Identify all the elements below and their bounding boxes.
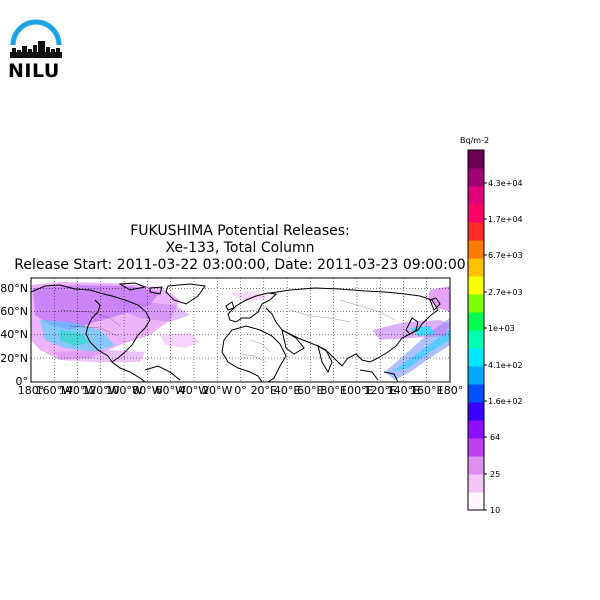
lon-label: 40°E [274,384,300,397]
lon-label: 80°W [132,384,162,397]
lat-label: 60°N [0,305,28,318]
colorbar-tick-label: 25 [490,470,500,479]
coastlines [31,282,441,382]
title-line-3: Release Start: 2011-03-22 03:00:00, Date… [14,257,466,273]
colorbar-swatch [468,240,484,259]
colorbar-tick-label: 1e+03 [488,324,515,333]
lon-label: 180° [18,384,45,397]
colorbar-unit: Bq/m-2 [460,136,489,145]
lat-label: 80°N [0,282,28,295]
lat-label: 0° [16,375,29,388]
colorbar-tick-label: 6.7e+03 [488,251,523,260]
graticule [31,278,450,382]
colorbar-tick-label: 4.3e+04 [488,179,523,188]
lon-label: 60°W [156,384,186,397]
lat-label: 20°N [0,352,28,365]
country-borders [59,299,396,363]
lat-label: 40°N [0,328,28,341]
lon-label: 0° [234,384,247,397]
lon-label: 20°E [251,384,277,397]
lon-label: 60°E [297,384,323,397]
colorbar-swatch [468,438,484,457]
colorbar-swatch [468,474,484,493]
colorbar-swatch [468,222,484,241]
colorbar-tick-label: 4.1e+02 [488,361,523,370]
colorbar-frame [467,149,485,511]
colorbar-tick-labels: 4.3e+04 1.7e+04 6.7e+03 2.7e+03 1e+03 4.… [488,179,523,515]
lon-label: 40°W [179,384,209,397]
latitude-labels: 80°N 60°N 40°N 20°N 0° [0,282,28,388]
colorbar-swatch [468,402,484,421]
nilu-logo [10,19,62,58]
colorbar-tick-label: 1.6e+02 [488,397,523,406]
longitude-labels: 180° 160°W 140°W 120°W 100°W 80°W 60°W 4… [18,384,464,397]
lon-label: 80°E [320,384,346,397]
colorbar-swatch [468,312,484,331]
colorbar-swatch [468,384,484,403]
colorbar-swatch [468,366,484,385]
colorbar-tick-label: 1.7e+04 [488,215,523,224]
colorbar-tick-label: 64 [490,433,500,442]
lon-label: 20°W [202,384,232,397]
colorbar-swatch [468,456,484,475]
logo-text: NILU [8,60,60,82]
colorbar-tick-label: 2.7e+03 [488,288,523,297]
colorbar-swatch [468,348,484,367]
lon-label: 100°E [340,384,373,397]
colorbar-swatch [468,330,484,349]
colorbar-swatch [468,150,484,169]
colorbar-swatch [468,492,484,511]
lon-label: 180° [437,384,464,397]
colorbar-ticks [484,182,487,511]
lon-label: 120°W [82,384,119,397]
lon-label: 160°W [36,384,73,397]
lon-label: 100°W [105,384,142,397]
colorbar-swatch [468,204,484,223]
colorbar-tick-label: 10 [490,506,500,515]
colorbar-swatch [468,258,484,277]
lon-label: 140°W [59,384,96,397]
plot-title: FUKUSHIMA Potential Releases: Xe-133, To… [10,223,470,274]
colorbar-swatch [468,168,484,187]
lon-label: 160°E [410,384,443,397]
title-line-1: FUKUSHIMA Potential Releases: [130,223,350,239]
colorbar [468,150,484,511]
lon-label: 140°E [387,384,420,397]
lon-label: 120°E [363,384,396,397]
colorbar-swatch [468,276,484,295]
colorbar-swatch [468,186,484,205]
colorbar-swatch [468,294,484,313]
colorbar-swatch [468,420,484,439]
title-line-2: Xe-133, Total Column [165,240,315,256]
